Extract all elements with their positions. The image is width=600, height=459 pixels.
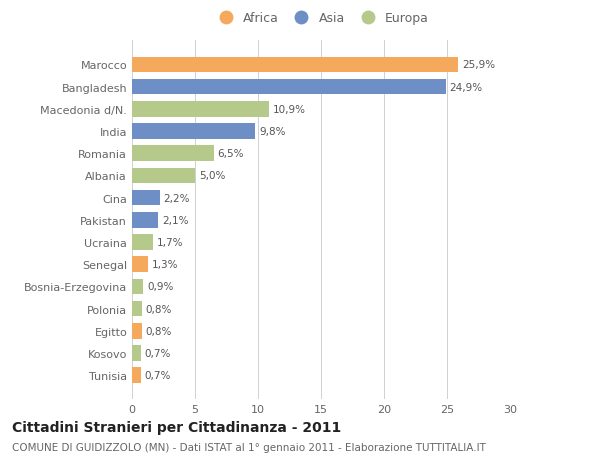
Text: 25,9%: 25,9%	[462, 60, 495, 70]
Bar	[132, 235, 154, 250]
Text: 24,9%: 24,9%	[449, 83, 482, 92]
Bar	[132, 213, 158, 228]
Text: 0,7%: 0,7%	[145, 370, 171, 381]
Bar	[132, 102, 269, 118]
Bar	[132, 124, 256, 140]
Bar	[132, 323, 142, 339]
Bar	[132, 168, 195, 184]
Text: 0,8%: 0,8%	[146, 326, 172, 336]
Bar	[132, 279, 143, 295]
Bar	[132, 368, 141, 383]
Bar	[132, 301, 142, 317]
Bar	[132, 190, 160, 206]
Text: Cittadini Stranieri per Cittadinanza - 2011: Cittadini Stranieri per Cittadinanza - 2…	[12, 420, 341, 434]
Bar	[132, 146, 214, 162]
Text: 0,8%: 0,8%	[146, 304, 172, 314]
Text: 1,7%: 1,7%	[157, 237, 184, 247]
Text: 2,2%: 2,2%	[163, 193, 190, 203]
Text: 10,9%: 10,9%	[273, 105, 306, 115]
Bar	[132, 57, 458, 73]
Text: 1,3%: 1,3%	[152, 260, 179, 269]
Legend: Africa, Asia, Europa: Africa, Asia, Europa	[211, 10, 431, 28]
Bar	[132, 80, 446, 95]
Text: 2,1%: 2,1%	[162, 215, 189, 225]
Text: 0,9%: 0,9%	[147, 282, 173, 292]
Bar	[132, 257, 148, 272]
Text: COMUNE DI GUIDIZZOLO (MN) - Dati ISTAT al 1° gennaio 2011 - Elaborazione TUTTITA: COMUNE DI GUIDIZZOLO (MN) - Dati ISTAT a…	[12, 442, 486, 452]
Text: 0,7%: 0,7%	[145, 348, 171, 358]
Text: 9,8%: 9,8%	[259, 127, 286, 137]
Bar	[132, 346, 141, 361]
Text: 6,5%: 6,5%	[218, 149, 244, 159]
Text: 5,0%: 5,0%	[199, 171, 225, 181]
